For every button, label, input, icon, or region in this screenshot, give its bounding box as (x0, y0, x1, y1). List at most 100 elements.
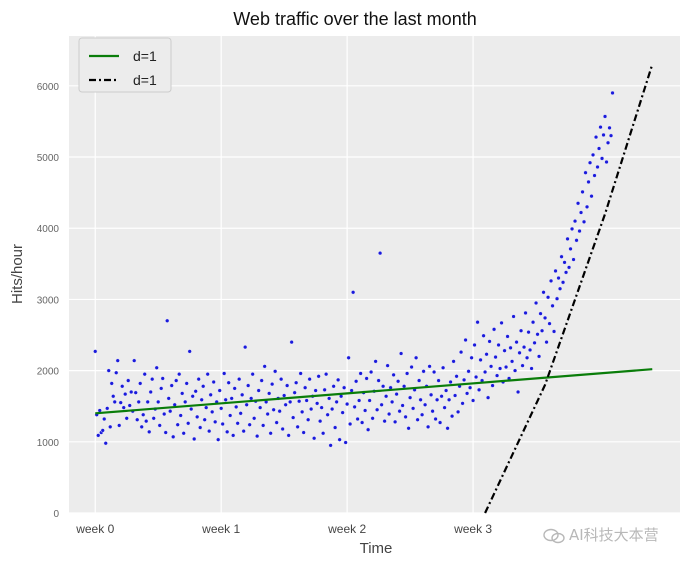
data-point (252, 416, 257, 421)
data-point (352, 404, 357, 410)
data-point (108, 424, 113, 429)
data-point (354, 379, 359, 384)
data-point (491, 327, 497, 332)
data-point (178, 413, 183, 418)
data-point (238, 411, 243, 416)
data-point (520, 363, 525, 368)
data-point (145, 399, 150, 405)
data-point (565, 236, 570, 242)
data-point (120, 384, 125, 389)
data-point (523, 310, 528, 316)
data-point (369, 369, 374, 375)
data-point (204, 405, 209, 410)
data-point (198, 425, 203, 430)
data-point (427, 364, 432, 369)
data-point (548, 278, 554, 284)
data-point (324, 372, 329, 377)
data-point (325, 412, 330, 417)
data-point (484, 352, 489, 357)
data-point (436, 378, 441, 383)
data-point (387, 411, 392, 417)
data-point (490, 383, 495, 388)
data-point (265, 411, 270, 417)
data-point (518, 328, 524, 333)
data-point (367, 398, 372, 403)
watermark-text: AI科技大本营 (569, 526, 659, 544)
data-point (190, 394, 195, 399)
data-point (547, 321, 552, 326)
data-point (100, 428, 105, 433)
data-point (437, 420, 443, 425)
data-point (440, 365, 446, 370)
data-point (333, 425, 338, 430)
data-point (249, 396, 254, 401)
data-point (598, 125, 603, 130)
data-point (150, 377, 155, 382)
series-lines (95, 64, 654, 514)
data-point (169, 383, 174, 388)
data-point (530, 320, 536, 325)
data-point (535, 332, 540, 337)
data-point (114, 370, 119, 375)
data-point (106, 368, 111, 373)
legend: d=1 d=1 (78, 37, 172, 93)
x-tick-label: week 1 (201, 522, 240, 536)
data-point (298, 371, 303, 376)
data-point (449, 414, 455, 419)
data-point (553, 268, 558, 274)
data-point (601, 132, 606, 138)
data-point (364, 376, 369, 381)
data-point (292, 390, 297, 395)
data-point (315, 401, 320, 406)
data-point (222, 371, 227, 376)
data-point (559, 254, 564, 259)
data-point (312, 436, 317, 441)
data-point (586, 179, 591, 185)
legend-label-2: d=1 (133, 72, 157, 88)
data-point (195, 414, 200, 419)
data-point (226, 380, 231, 385)
data-point (494, 373, 500, 378)
data-point (270, 382, 275, 387)
data-point (562, 260, 567, 265)
data-point (232, 386, 237, 391)
data-point (313, 388, 318, 393)
data-point (497, 366, 503, 371)
data-point (309, 406, 314, 412)
data-point (267, 391, 272, 396)
data-point (420, 412, 425, 417)
data-point (432, 369, 437, 375)
data-point (132, 358, 137, 363)
data-point (575, 201, 581, 206)
data-point (210, 409, 215, 415)
data-point (261, 423, 266, 428)
data-point (430, 409, 435, 414)
data-point (434, 397, 440, 402)
data-point (241, 429, 246, 434)
data-point (340, 410, 345, 415)
data-point (405, 371, 410, 376)
data-point (382, 419, 387, 424)
data-point (231, 433, 236, 438)
data-point (593, 134, 599, 140)
data-point (96, 433, 101, 438)
data-point (109, 381, 114, 386)
data-point (336, 377, 341, 382)
data-point (605, 140, 611, 145)
data-point (532, 340, 537, 345)
data-point (180, 391, 185, 396)
legend-box (78, 37, 172, 93)
y-tick-label: 4000 (37, 224, 60, 235)
data-point (166, 396, 171, 401)
data-point (321, 431, 326, 436)
data-point (360, 420, 365, 425)
data-point (445, 426, 450, 431)
data-point (273, 369, 278, 374)
data-point (521, 345, 527, 350)
data-point (93, 349, 98, 354)
data-point (390, 399, 395, 405)
data-point (175, 422, 180, 427)
data-point (476, 387, 482, 392)
data-point (378, 251, 383, 256)
data-point (316, 374, 321, 379)
